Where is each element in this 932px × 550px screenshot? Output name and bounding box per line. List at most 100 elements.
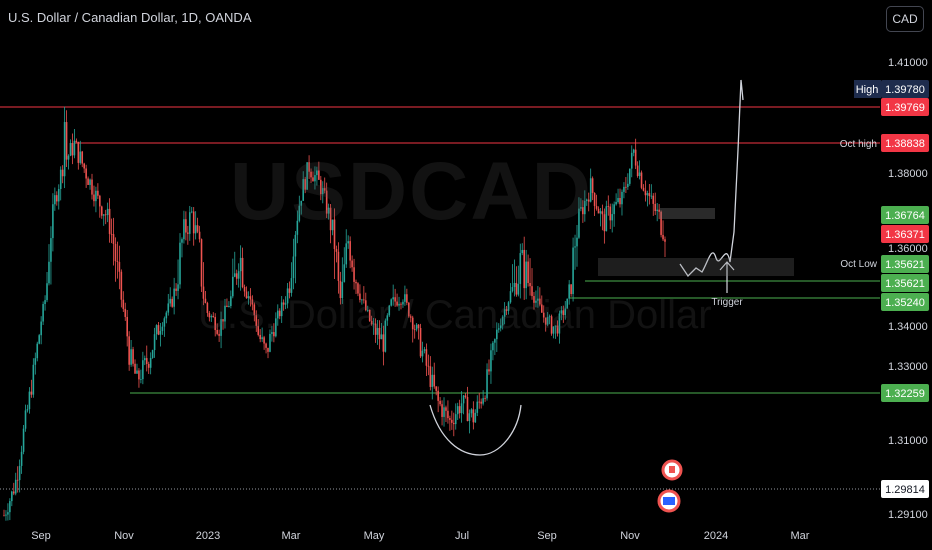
candle-body <box>378 327 381 340</box>
candle-body <box>187 232 189 234</box>
candle-body <box>404 294 406 302</box>
candle-body <box>106 208 109 216</box>
candle-body <box>421 350 424 357</box>
candle-body <box>425 349 428 366</box>
candle-body <box>48 261 50 284</box>
candle-body <box>44 300 46 305</box>
currency-button[interactable]: CAD <box>886 6 924 32</box>
x-axis: Sep Nov 2023 Mar May Jul Sep Nov 2024 Mar <box>31 530 810 542</box>
x-tick-label: Sep <box>537 530 557 542</box>
candle-body <box>175 288 177 291</box>
candle-body <box>99 195 101 207</box>
candle-body <box>562 310 565 316</box>
candle-body <box>3 515 5 517</box>
candle-body <box>384 320 387 352</box>
candle-body <box>75 140 78 142</box>
candle-body <box>640 172 643 188</box>
candle-body <box>402 301 404 305</box>
candle-body <box>81 151 84 164</box>
candle-body <box>540 304 543 313</box>
price-label-text: 1.36764 <box>885 210 925 222</box>
candle-body <box>511 287 514 292</box>
y-tick-label: 1.41000 <box>888 57 928 69</box>
x-tick-label: Sep <box>31 530 51 542</box>
candle-body <box>347 241 349 244</box>
candle-body <box>439 400 441 405</box>
candle-body <box>548 316 551 318</box>
candle-body <box>278 310 281 317</box>
candle-body <box>183 219 185 240</box>
candle-body <box>613 204 615 215</box>
rounded-bottom-drawing <box>429 404 522 456</box>
candle-body <box>656 209 658 212</box>
candle-body <box>232 276 234 297</box>
candle-body <box>652 195 655 204</box>
candle-body <box>337 251 340 281</box>
candle-body <box>519 253 522 284</box>
candle-body <box>390 299 393 306</box>
candle-body <box>22 428 25 452</box>
candle-body <box>320 179 322 195</box>
candle-body <box>660 211 662 235</box>
candle-body <box>261 337 263 340</box>
candle-body <box>237 271 240 279</box>
candle-body <box>216 329 218 334</box>
candle-body <box>382 334 385 352</box>
candle-body <box>406 294 408 303</box>
consolidation-box <box>598 258 794 276</box>
candle-body <box>437 390 439 401</box>
candle-body <box>296 220 299 235</box>
candle-body <box>386 315 389 321</box>
candle-body <box>335 248 338 252</box>
candle-body <box>456 406 459 415</box>
candle-body <box>564 308 567 316</box>
candle-body <box>235 273 238 279</box>
candle-body <box>619 198 621 205</box>
candle-body <box>155 325 158 335</box>
candle-body <box>56 195 58 202</box>
candle-body <box>423 349 426 351</box>
candle-body <box>517 283 520 295</box>
x-tick-label: 2024 <box>704 530 728 542</box>
candle-body <box>472 409 475 423</box>
level-annotations: Oct high Oct Low Trigger <box>711 139 877 308</box>
candle-body <box>662 234 664 240</box>
price-label-text: 1.35240 <box>885 297 925 309</box>
candle-body <box>167 303 170 313</box>
candle-body <box>14 479 17 494</box>
candle-body <box>67 155 70 160</box>
candle-body <box>83 163 85 169</box>
candle-body <box>341 281 344 299</box>
candle-body <box>161 326 164 331</box>
candle-body <box>63 122 66 177</box>
candle-body <box>290 278 293 293</box>
y-tick-label: 1.38000 <box>888 168 928 180</box>
candle-body <box>558 313 561 334</box>
candle-body <box>484 398 486 399</box>
candle-body <box>286 288 289 304</box>
candle-body <box>359 293 361 300</box>
candle-body <box>136 370 138 374</box>
candle-body <box>615 202 617 205</box>
candle-body <box>26 409 29 411</box>
candle-body <box>353 267 355 282</box>
candle-body <box>572 247 574 295</box>
candle-body <box>568 284 570 299</box>
candle-body <box>476 401 479 413</box>
candle-body <box>372 323 375 325</box>
candle-body <box>499 325 502 329</box>
candle-body <box>126 316 129 337</box>
candle-body <box>40 321 42 336</box>
high-tag-bg <box>854 80 881 98</box>
candle-body <box>449 418 451 420</box>
watermark-name: U.S. Dollar / Canadian Dollar <box>198 293 712 337</box>
candle-body <box>97 190 99 196</box>
candle-body <box>474 412 477 423</box>
price-labels: 1.39780 1.39769 1.38838 1.36764 1.36371 1.356… <box>854 80 929 498</box>
y-tick-label: 1.36000 <box>888 243 928 255</box>
candle-body <box>122 299 125 309</box>
candle-body <box>636 165 639 176</box>
candle-body <box>658 209 660 212</box>
candle-body <box>497 328 500 330</box>
